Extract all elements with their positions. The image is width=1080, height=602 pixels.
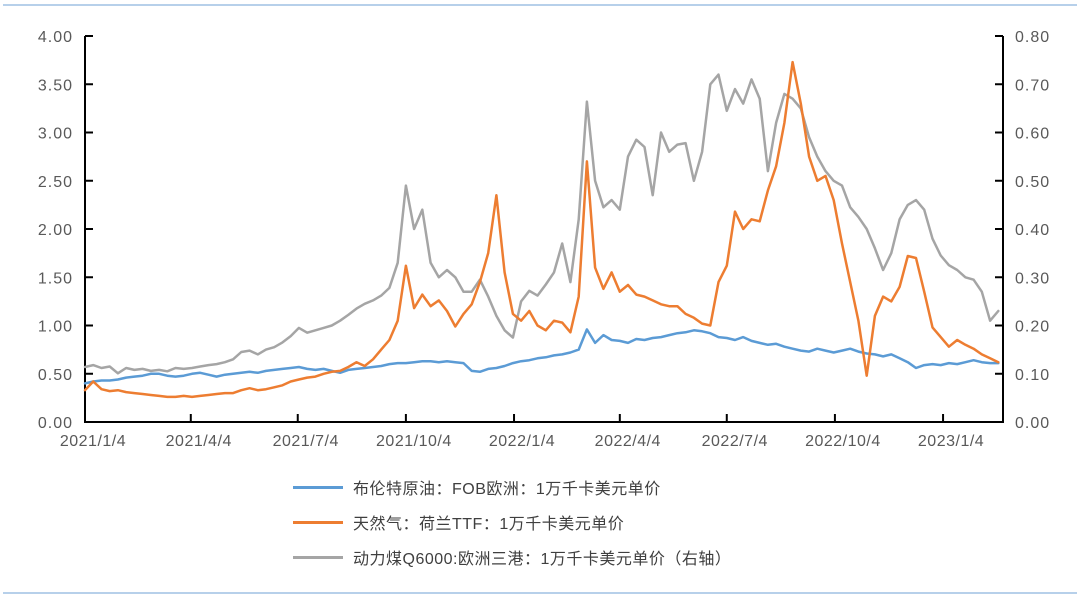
svg-text:0.80: 0.80 (1015, 29, 1050, 46)
svg-text:2021/4/4: 2021/4/4 (166, 433, 232, 450)
bottom-border-line (3, 592, 1077, 594)
legend-item-thermal-coal: 动力煤Q6000:欧洲三港：1万千卡美元单价（右轴） (293, 546, 731, 568)
svg-text:2022/1/4: 2022/1/4 (489, 433, 555, 450)
svg-text:2.00: 2.00 (38, 222, 73, 239)
svg-text:3.50: 3.50 (38, 77, 73, 94)
svg-text:0.70: 0.70 (1015, 77, 1050, 94)
legend-label-brent: 布伦特原油：FOB欧洲：1万千卡美元单价 (353, 481, 661, 498)
svg-text:0.60: 0.60 (1015, 126, 1050, 143)
svg-text:0.50: 0.50 (1015, 174, 1050, 191)
svg-text:2022/4/4: 2022/4/4 (595, 433, 661, 450)
legend-label-thermal-coal: 动力煤Q6000:欧洲三港：1万千卡美元单价（右轴） (353, 551, 732, 568)
svg-text:1.50: 1.50 (38, 270, 73, 287)
svg-text:2022/10/4: 2022/10/4 (805, 433, 881, 450)
svg-text:2021/10/4: 2021/10/4 (376, 433, 452, 450)
legend-line-swatch-blue (293, 485, 343, 489)
svg-text:2021/7/4: 2021/7/4 (273, 433, 339, 450)
legend-line-swatch-gray (293, 555, 343, 559)
legend-item-ttf-gas: 天然气：荷兰TTF：1万千卡美元单价 (293, 511, 731, 533)
svg-text:0.50: 0.50 (38, 367, 73, 384)
svg-text:0.20: 0.20 (1015, 319, 1050, 336)
svg-text:0.10: 0.10 (1015, 367, 1050, 384)
svg-text:2023/1/4: 2023/1/4 (918, 433, 984, 450)
svg-text:0.00: 0.00 (1015, 415, 1050, 432)
svg-text:4.00: 4.00 (38, 29, 73, 46)
svg-text:2.50: 2.50 (38, 174, 73, 191)
legend-line-swatch-orange (293, 520, 343, 524)
top-border-line (3, 4, 1077, 6)
svg-text:2022/7/4: 2022/7/4 (702, 433, 768, 450)
svg-text:1.00: 1.00 (38, 319, 73, 336)
chart-legend: 布伦特原油：FOB欧洲：1万千卡美元单价 天然气：荷兰TTF：1万千卡美元单价 … (293, 476, 731, 568)
svg-text:0.00: 0.00 (38, 415, 73, 432)
svg-text:3.00: 3.00 (38, 126, 73, 143)
legend-item-brent: 布伦特原油：FOB欧洲：1万千卡美元单价 (293, 476, 731, 498)
svg-text:2021/1/4: 2021/1/4 (60, 433, 126, 450)
svg-text:0.30: 0.30 (1015, 270, 1050, 287)
svg-text:0.40: 0.40 (1015, 222, 1050, 239)
legend-label-ttf-gas: 天然气：荷兰TTF：1万千卡美元单价 (353, 516, 625, 533)
